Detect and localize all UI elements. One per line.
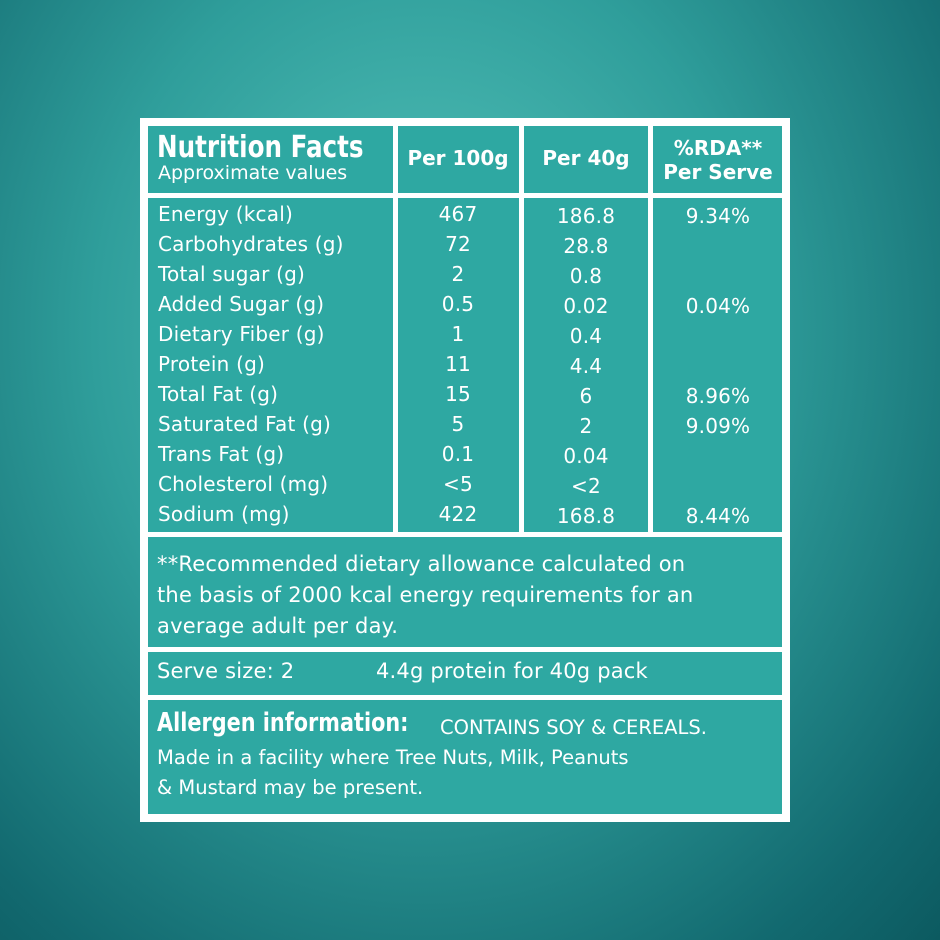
footnote-line: the basis of 2000 kcal energy requiremen…: [157, 583, 694, 607]
per-100g: 5: [451, 412, 465, 436]
nutrient-name: Sodium (mg): [158, 502, 290, 526]
per-100g: <5: [443, 472, 473, 496]
per-100g: 1: [451, 322, 465, 346]
per-40g: 28.8: [563, 234, 609, 258]
header-cell: [653, 126, 782, 193]
nutrient-name: Energy (kcal): [158, 202, 293, 226]
per-40g: <2: [571, 474, 601, 498]
per-40g: 2: [579, 414, 593, 438]
per-40g: 186.8: [556, 204, 616, 228]
per-100g: 2: [451, 262, 465, 286]
serve-cell: [148, 652, 782, 695]
rda: 0.04%: [685, 294, 751, 318]
rda: 9.09%: [685, 414, 751, 438]
per-100g: 467: [438, 202, 478, 226]
nutrient-name: Cholesterol (mg): [158, 472, 329, 496]
nutrition-card: Nutrition Facts Approximate values Per 1…: [140, 118, 790, 822]
title: Nutrition Facts: [157, 130, 364, 165]
body-cell: [398, 198, 519, 532]
header-cell: [524, 126, 648, 193]
per-40g: 0.04: [563, 444, 609, 468]
rda: 9.34%: [685, 204, 751, 228]
per-40g: 168.8: [556, 504, 616, 528]
serve-protein: 4.4g protein for 40g pack: [376, 659, 648, 683]
nutrient-name: Total sugar (g): [158, 262, 305, 286]
subtitle: Approximate values: [158, 162, 348, 184]
header-cell: [398, 126, 519, 193]
nutrient-name: Added Sugar (g): [158, 292, 325, 316]
footnote-cell: [148, 537, 782, 647]
per-40g: 6: [579, 384, 593, 408]
per-40g: 0.02: [563, 294, 609, 318]
rda: 8.96%: [685, 384, 751, 408]
allergen-line: Made in a facility where Tree Nuts, Milk…: [157, 746, 629, 769]
body-cell: [524, 198, 648, 532]
footnote-line: **Recommended dietary allowance calculat…: [157, 552, 686, 576]
per-40g: 4.4: [569, 354, 603, 378]
per-100g: 422: [438, 502, 478, 526]
column-header: Per 100g: [407, 146, 509, 170]
column-header: Per 40g: [542, 146, 630, 170]
per-100g: 11: [445, 352, 471, 376]
column-header: Per Serve: [663, 160, 773, 184]
rda: 8.44%: [685, 504, 751, 528]
nutrient-name: Carbohydrates (g): [158, 232, 344, 256]
body-cell: [148, 198, 393, 532]
per-100g: 72: [445, 232, 471, 256]
nutrient-name: Protein (g): [158, 352, 265, 376]
nutrient-name: Saturated Fat (g): [158, 412, 331, 436]
body-cell: [653, 198, 782, 532]
footnote-line: average adult per day.: [157, 614, 399, 638]
column-header: %RDA**: [673, 136, 763, 160]
nutrient-name: Trans Fat (g): [158, 442, 285, 466]
nutrient-name: Dietary Fiber (g): [158, 322, 325, 346]
per-100g: 15: [445, 382, 471, 406]
per-40g: 0.4: [569, 324, 603, 348]
allergen-cell: [148, 700, 782, 814]
serve-size: Serve size: 2: [157, 659, 295, 683]
allergen-line: & Mustard may be present.: [157, 776, 424, 799]
per-100g: 0.5: [441, 292, 475, 316]
allergen-line: CONTAINS SOY & CEREALS.: [440, 716, 707, 739]
allergen-heading: Allergen information:: [157, 708, 409, 738]
per-100g: 0.1: [441, 442, 475, 466]
per-40g: 0.8: [569, 264, 603, 288]
header-cell: [148, 126, 393, 193]
nutrient-name: Total Fat (g): [158, 382, 279, 406]
